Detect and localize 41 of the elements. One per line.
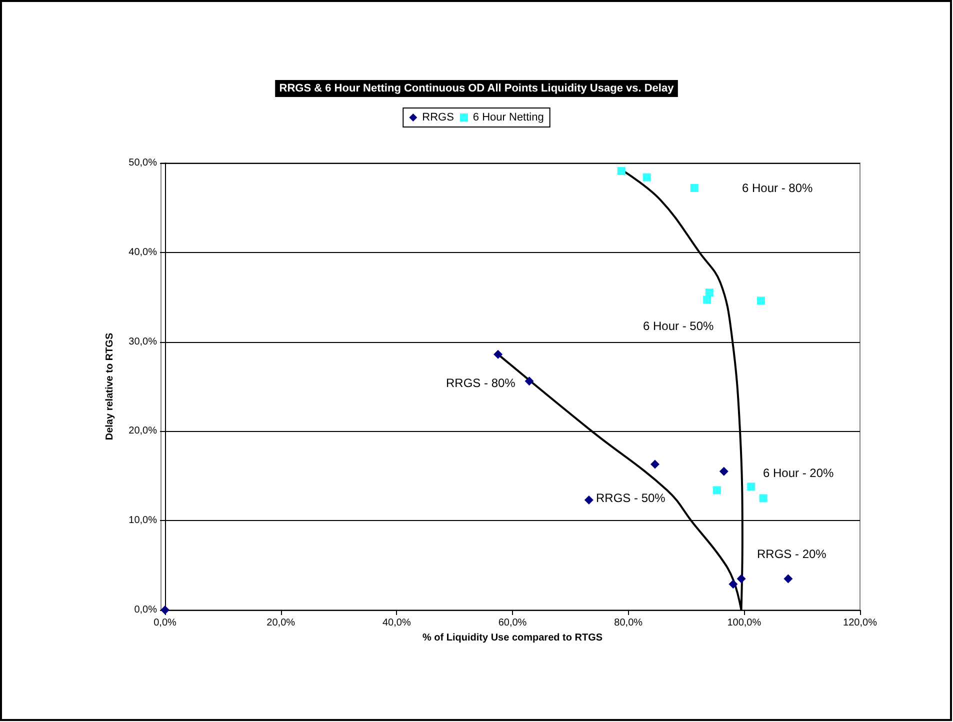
x-tick-label: 0,0% bbox=[154, 618, 177, 628]
x-tick-label: 20,0% bbox=[266, 618, 296, 628]
y-tick-label: 10,0% bbox=[128, 515, 158, 526]
y-axis-title: Delay relative to RTGS bbox=[104, 332, 116, 440]
chart-title: RRGS & 6 Hour Netting Continuous OD All Points Liquidity Usage vs. Delay bbox=[279, 82, 675, 94]
point bbox=[524, 376, 534, 386]
annotation: 6 Hour - 20% bbox=[763, 466, 834, 480]
point bbox=[650, 460, 660, 469]
point bbox=[728, 580, 738, 589]
y-tick-label: 20,0% bbox=[128, 426, 158, 437]
annotation: RRGS - 50% bbox=[596, 491, 666, 505]
point bbox=[759, 494, 768, 502]
x-tick-label: 60,0% bbox=[498, 618, 527, 628]
point bbox=[584, 496, 594, 505]
annotation: 6 Hour - 80% bbox=[742, 181, 814, 195]
annotation: RRGS - 20% bbox=[757, 547, 827, 561]
point bbox=[784, 574, 793, 584]
point bbox=[712, 486, 721, 494]
point bbox=[747, 482, 756, 491]
legend-label: RRGS bbox=[422, 112, 454, 124]
point bbox=[705, 288, 714, 297]
point bbox=[756, 296, 765, 305]
point bbox=[736, 574, 746, 584]
point bbox=[719, 466, 728, 476]
x-tick-label: 120,0% bbox=[843, 618, 878, 628]
annotation: 6 Hour - 50% bbox=[643, 319, 714, 333]
y-tick-label: 50,0% bbox=[128, 158, 158, 168]
y-tick-label: 40,0% bbox=[128, 246, 158, 258]
x-axis-title: % of Liquidity Use compared to RTGS bbox=[422, 632, 603, 644]
point bbox=[642, 173, 651, 182]
y-tick-label: 0,0% bbox=[134, 604, 158, 616]
x-tick-label: 40,0% bbox=[382, 618, 411, 628]
point bbox=[617, 167, 626, 176]
annotation: RRGS - 80% bbox=[446, 376, 516, 390]
point bbox=[494, 350, 503, 359]
x-tick-label: 80,0% bbox=[614, 618, 643, 628]
x-tick-label: 100,0% bbox=[727, 618, 762, 628]
point bbox=[690, 184, 698, 192]
y-tick-label: 30,0% bbox=[128, 336, 158, 348]
legend-label: 6 Hour Netting bbox=[472, 112, 544, 124]
point bbox=[703, 296, 712, 304]
